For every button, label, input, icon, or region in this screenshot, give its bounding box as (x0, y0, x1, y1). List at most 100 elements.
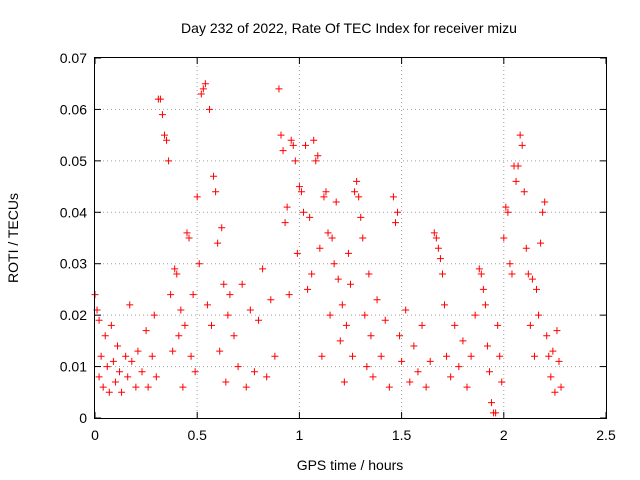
data-point (328, 234, 336, 242)
data-point (330, 260, 338, 268)
data-point (336, 337, 344, 345)
data-point (220, 280, 228, 288)
data-point (158, 111, 166, 119)
y-tick-label: 0.02 (60, 307, 87, 323)
data-point (150, 311, 158, 319)
data-point (422, 383, 430, 391)
data-point (281, 219, 289, 227)
y-tick-label: 0.06 (60, 101, 87, 117)
data-point (512, 177, 520, 185)
data-point (502, 203, 510, 211)
data-point (183, 229, 191, 237)
data-point (524, 270, 532, 278)
data-point (285, 291, 293, 299)
data-point (195, 260, 203, 268)
data-point (132, 383, 140, 391)
data-point (191, 368, 199, 376)
data-point (107, 321, 115, 329)
data-point (477, 270, 485, 278)
axis-ticks: 0 0.5 1 1.5 2 2.5 0 0.01 0.02 0.03 0.04 0.05 0.06 0.0… (60, 50, 616, 443)
data-point (441, 301, 449, 309)
data-point (201, 80, 209, 88)
data-point (361, 311, 369, 319)
data-point (214, 239, 222, 247)
data-point (95, 373, 103, 381)
data-point (365, 270, 373, 278)
data-point (97, 352, 105, 360)
data-point (218, 224, 226, 232)
data-point (275, 85, 283, 93)
data-point (203, 301, 211, 309)
data-point (299, 208, 307, 216)
data-point (118, 388, 126, 396)
y-axis-label: ROTI / TECUs (5, 193, 21, 283)
data-point (208, 321, 216, 329)
data-point (175, 332, 183, 340)
data-point (126, 301, 134, 309)
data-point (485, 368, 493, 376)
data-point (210, 172, 218, 180)
data-point (547, 373, 555, 381)
data-point (116, 368, 124, 376)
data-point (212, 188, 220, 196)
data-point (222, 378, 230, 386)
data-point (324, 229, 332, 237)
data-point (406, 378, 414, 386)
data-point (338, 301, 346, 309)
data-point (316, 244, 324, 252)
data-point (381, 316, 389, 324)
data-point (185, 234, 193, 242)
data-point (224, 311, 232, 319)
data-point (475, 265, 483, 273)
data-point (320, 193, 328, 201)
data-point (134, 347, 142, 355)
data-point (318, 352, 326, 360)
data-point (291, 157, 299, 165)
data-point (443, 352, 451, 360)
data-point (377, 352, 385, 360)
x-tick-label: 1 (296, 427, 304, 443)
data-point (306, 213, 314, 221)
data-point (438, 270, 446, 278)
data-point (353, 177, 361, 185)
data-point (389, 193, 397, 201)
data-point (160, 131, 168, 139)
data-point (171, 265, 179, 273)
data-point (479, 285, 487, 293)
data-point (549, 347, 557, 355)
data-point (255, 316, 263, 324)
data-point (277, 131, 285, 139)
data-point (271, 352, 279, 360)
data-point (197, 90, 205, 98)
data-point (312, 157, 320, 165)
data-point (498, 378, 506, 386)
data-point (414, 368, 422, 376)
x-tick-label: 0.5 (187, 427, 207, 443)
data-point (514, 162, 522, 170)
data-point (351, 188, 359, 196)
data-point (113, 342, 121, 350)
data-point (349, 352, 357, 360)
data-point (259, 265, 267, 273)
data-point (124, 373, 132, 381)
data-point (156, 95, 164, 103)
y-tick-label: 0 (79, 410, 87, 426)
data-point (138, 368, 146, 376)
data-point (181, 321, 189, 329)
data-point (279, 147, 287, 155)
data-point (426, 357, 434, 365)
data-point (242, 383, 250, 391)
data-point (396, 332, 404, 340)
x-axis-label: GPS time / hours (297, 457, 404, 473)
data-point (535, 311, 543, 319)
y-tick-label: 0.05 (60, 153, 87, 169)
data-point (193, 193, 201, 201)
data-point (234, 363, 242, 371)
data-point (167, 291, 175, 299)
data-point (553, 327, 561, 335)
data-point (179, 383, 187, 391)
grid-lines (95, 58, 606, 418)
data-point (432, 234, 440, 242)
data-point (230, 332, 238, 340)
